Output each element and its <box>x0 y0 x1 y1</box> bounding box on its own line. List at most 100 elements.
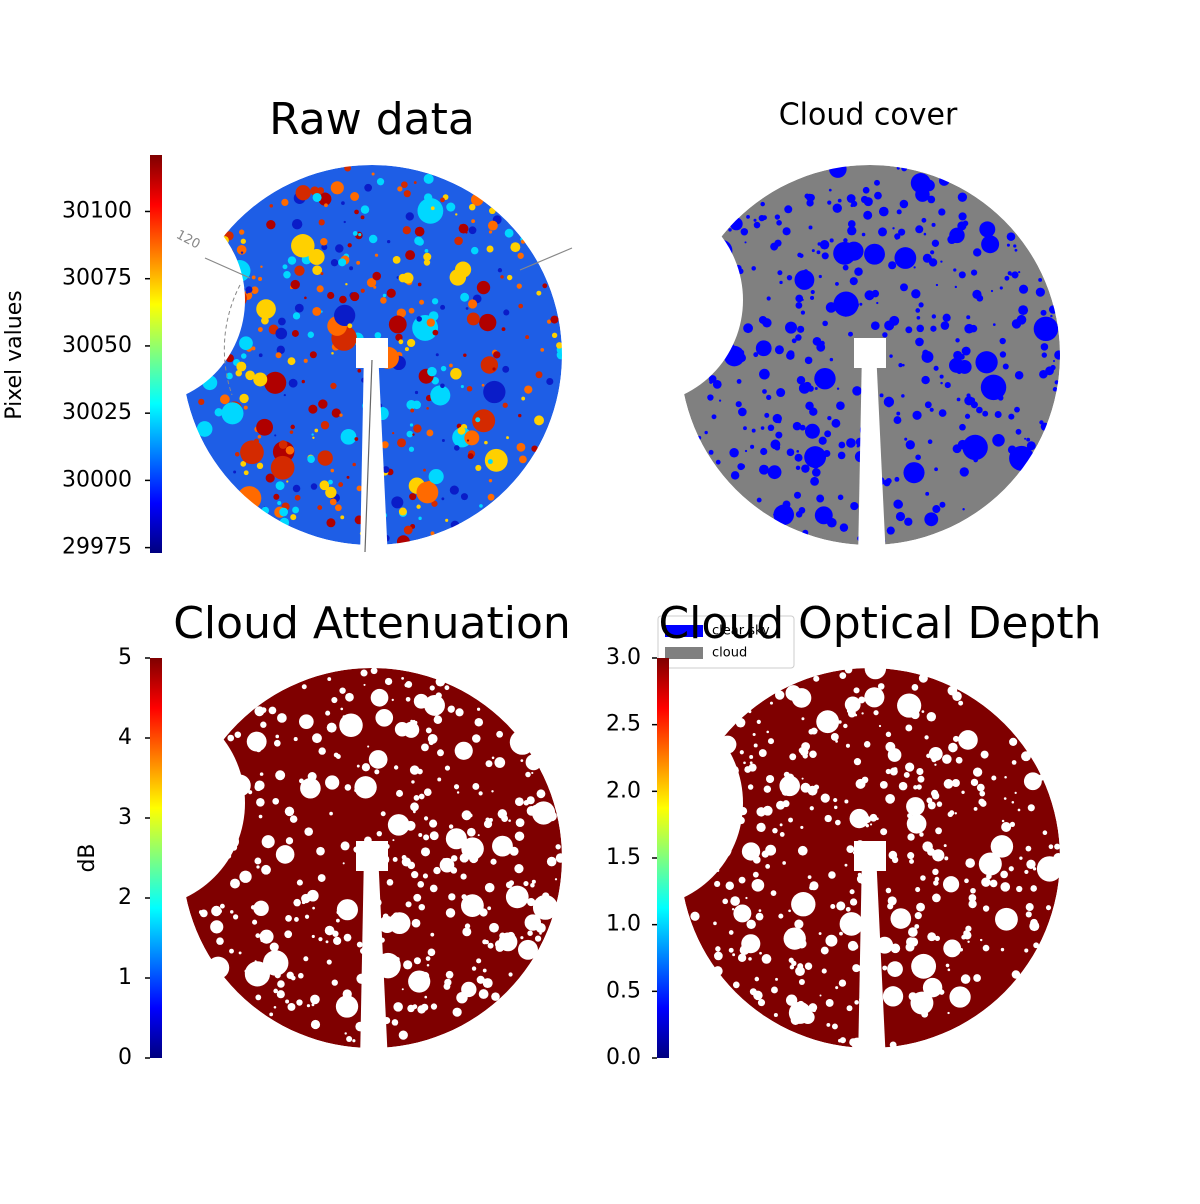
cloud-gap <box>476 707 481 711</box>
cloud-gap <box>978 798 985 806</box>
cloud-gap <box>370 667 378 675</box>
cloud-gap <box>425 956 431 961</box>
cloud-gap <box>903 462 925 484</box>
cloud-gap <box>403 190 411 198</box>
cloud-gap <box>354 788 358 793</box>
panel <box>677 160 1064 545</box>
cloud-gap <box>889 767 898 776</box>
cloud-gap <box>542 903 546 908</box>
cloud-gap <box>777 270 783 276</box>
cloud-gap <box>783 927 806 950</box>
cloud-gap <box>1008 413 1015 420</box>
cloud-gap <box>930 250 935 255</box>
cloud-gap <box>994 411 1002 418</box>
cloud-gap <box>335 244 344 253</box>
cloud-gap <box>318 937 323 942</box>
cloud-gap <box>943 844 947 848</box>
cloud-gap <box>317 505 323 510</box>
cloud-gap <box>729 217 743 231</box>
cloud-gap <box>738 876 746 884</box>
cloud-gap <box>1052 387 1058 392</box>
cloud-gap <box>285 914 292 922</box>
cloud-gap <box>1014 370 1024 380</box>
cloud-gap <box>844 696 861 713</box>
cloud-gap <box>878 227 888 237</box>
cloud-gap <box>277 980 285 988</box>
cloud-gap <box>879 393 884 398</box>
cloud-gap <box>833 798 838 803</box>
cloud-gap <box>356 941 363 948</box>
cloud-gap <box>375 406 389 421</box>
cloud-gap <box>887 896 897 906</box>
cloud-gap <box>758 749 767 758</box>
cloud-gap <box>938 989 945 995</box>
cloud-gap <box>766 730 770 734</box>
cloud-gap <box>506 436 510 440</box>
cloud-gap <box>833 241 857 265</box>
cloud-gap <box>900 283 908 292</box>
cloud-gap <box>801 717 805 721</box>
cloud-gap <box>397 186 403 192</box>
cloud-gap <box>416 481 439 504</box>
cloud-gap <box>949 986 971 1008</box>
colorbar-tick-label: 30075 <box>62 266 132 291</box>
colorbar <box>150 658 162 1058</box>
cloud-gap <box>738 407 747 417</box>
cloud-gap <box>749 988 757 996</box>
cloud-gap <box>477 834 480 837</box>
cloud-gap <box>331 979 338 986</box>
cloud-gap <box>864 687 885 708</box>
cloud-gap <box>813 675 820 682</box>
cloud-gap <box>775 431 783 439</box>
cloud-gap <box>501 327 506 332</box>
cloud-gap <box>373 853 381 861</box>
cloud-gap <box>1026 441 1036 451</box>
cloud-gap <box>753 218 757 222</box>
cloud-gap <box>289 815 298 823</box>
cloud-gap <box>750 444 755 449</box>
cloud-gap <box>832 203 842 213</box>
cloud-gap <box>412 810 416 814</box>
cloud-gap <box>753 743 758 748</box>
cloud-gap <box>392 255 401 264</box>
cloud-gap <box>853 687 860 694</box>
cloud-gap <box>921 217 927 223</box>
cloud-gap <box>853 758 862 766</box>
cloud-gap <box>407 861 416 870</box>
cloud-gap <box>852 943 859 950</box>
cloud-gap <box>904 437 908 441</box>
cloud-gap <box>471 193 484 206</box>
cloud-gap <box>678 839 686 847</box>
cloud-gap <box>448 893 456 901</box>
cloud-gap <box>889 528 892 531</box>
cloud-gap <box>818 274 822 279</box>
cloud-gap <box>936 801 943 807</box>
cloud-gap <box>796 375 806 385</box>
cloud-gap <box>476 280 491 295</box>
cloud-gap <box>492 367 496 371</box>
cloud-gap <box>806 199 814 207</box>
cloud-gap <box>370 688 389 707</box>
cloud-gap <box>471 966 477 971</box>
cloud-gap <box>863 741 871 748</box>
cloud-gap <box>932 505 941 514</box>
colorbar-tick-label: 0.0 <box>606 1045 641 1070</box>
cloud-gap <box>344 1032 347 1035</box>
cloud-gap <box>445 828 467 850</box>
cloud-gap <box>1017 808 1021 812</box>
cloud-gap <box>817 242 821 246</box>
cloud-gap <box>714 951 723 961</box>
cloud-gap <box>384 843 390 850</box>
cloud-gap <box>947 685 958 696</box>
cloud-gap <box>292 484 301 493</box>
cloud-gap <box>944 382 951 389</box>
cloud-gap <box>920 875 926 881</box>
cloud-gap <box>327 677 332 681</box>
cloud-gap <box>922 977 943 998</box>
cloud-gap <box>921 375 930 385</box>
cloud-gap <box>899 199 909 209</box>
cloud-gap <box>556 342 563 349</box>
cloud-gap <box>353 846 360 853</box>
cloud-gap <box>444 978 452 987</box>
cloud-gap <box>235 369 242 377</box>
